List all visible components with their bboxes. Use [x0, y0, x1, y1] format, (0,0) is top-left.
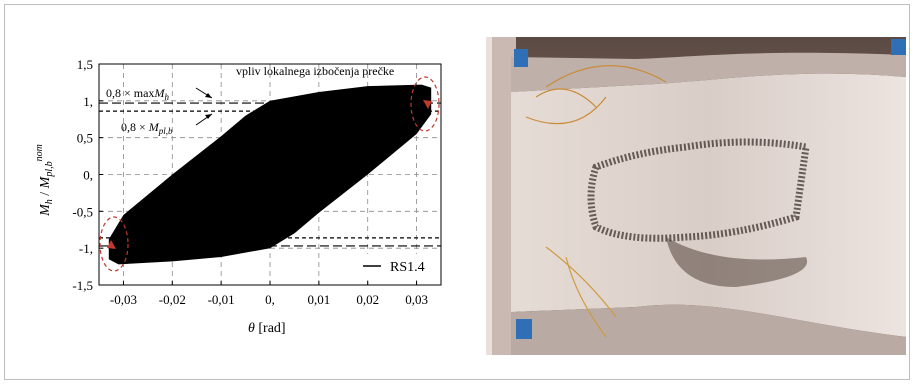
legend-label: RS1.4	[390, 260, 425, 275]
annotation-ellipse-right	[410, 76, 440, 132]
annotation-arrow-right	[423, 100, 432, 109]
y-tick-label: 1,	[83, 94, 93, 109]
y-tick-label: 0,	[83, 168, 93, 183]
annotation-arrow-left	[107, 240, 116, 249]
x-tick-label: -0,01	[208, 292, 235, 307]
ref-arrowhead-2	[205, 114, 212, 119]
x-tick-label: 0,	[265, 292, 275, 307]
ref-arrowhead-1	[205, 93, 212, 98]
annotation-ellipse-left	[99, 216, 129, 272]
x-axis-label: θ [rad]	[248, 321, 286, 336]
x-tick-label: -0,03	[110, 292, 137, 307]
ref-label-maxmh: 0,8 × maxMh	[106, 86, 169, 102]
test-specimen-photo	[486, 37, 906, 355]
hysteresis-chart: -0,03 -0,02 -0,01 0, 0,01 0,02 0,03 1,5 1, 0,5 0, -…	[34, 57, 442, 336]
y-axis-label: Mh / Mpl,bnom	[34, 144, 55, 217]
x-tick-label: -0,02	[159, 292, 186, 307]
y-tick-label: -0,5	[72, 204, 93, 219]
y-tick-label: -1,5	[72, 278, 93, 293]
ref-label-mplb: 0,8 × Mpl,b	[121, 120, 173, 136]
x-tick-label: 0,03	[405, 292, 428, 307]
figure-frame	[4, 4, 910, 380]
x-tick-label: 0,02	[356, 292, 379, 307]
annotation-text: vpliv lokalnega izbočenja prečke	[236, 64, 394, 78]
hysteresis-area	[108, 84, 432, 265]
ticks: -0,03 -0,02 -0,01 0, 0,01 0,02 0,03 1,5 1, 0,5 0, -…	[72, 57, 428, 307]
y-tick-label: 1,5	[77, 57, 93, 72]
x-tick-label: 0,01	[307, 292, 330, 307]
y-tick-label: 0,5	[77, 131, 93, 146]
y-tick-label: -1,	[79, 241, 93, 256]
